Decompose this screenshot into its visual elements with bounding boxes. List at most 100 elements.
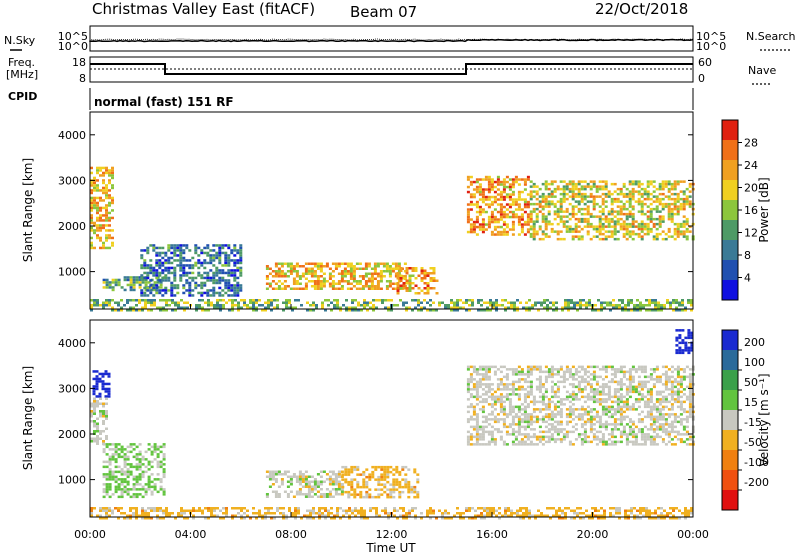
scatter-cell bbox=[544, 380, 548, 384]
scatter-cell bbox=[102, 402, 105, 405]
scatter-cell bbox=[194, 281, 198, 285]
scatter-cell bbox=[583, 430, 587, 434]
scatter-cell bbox=[466, 175, 470, 179]
scatter-cell bbox=[544, 415, 548, 419]
scatter-cell bbox=[271, 483, 275, 486]
scatter-cell bbox=[625, 215, 629, 218]
scatter-cell bbox=[111, 509, 114, 512]
scatter-cell bbox=[218, 251, 222, 255]
scatter-cell bbox=[484, 203, 488, 206]
scatter-cell bbox=[105, 171, 108, 175]
scatter-cell bbox=[646, 182, 650, 186]
scatter-cell bbox=[655, 410, 659, 414]
scatter-cell bbox=[574, 182, 578, 186]
scatter-cell bbox=[289, 265, 293, 268]
scatter-cell bbox=[92, 390, 96, 393]
scatter-cell bbox=[667, 235, 671, 238]
scatter-cell bbox=[520, 198, 524, 201]
scatter-cell bbox=[631, 435, 635, 439]
scatter-cell bbox=[276, 507, 279, 510]
scatter-cell bbox=[182, 269, 186, 272]
scatter-cell bbox=[93, 189, 96, 192]
scatter-cell bbox=[324, 309, 327, 312]
scatter-cell bbox=[631, 368, 635, 371]
scatter-cell bbox=[643, 222, 647, 226]
scatter-cell bbox=[276, 509, 279, 512]
scatter-cell bbox=[484, 415, 488, 419]
scatter-cell bbox=[562, 215, 566, 218]
scatter-cell bbox=[167, 266, 171, 270]
scatter-cell bbox=[490, 438, 494, 441]
scatter-cell bbox=[153, 507, 156, 510]
scatter-cell bbox=[490, 213, 494, 216]
scatter-cell bbox=[182, 284, 186, 287]
scatter-cell bbox=[105, 216, 108, 220]
scatter-cell bbox=[231, 507, 234, 510]
scatter-cell bbox=[690, 344, 694, 347]
scatter-cell bbox=[120, 468, 124, 471]
scatter-cell bbox=[233, 291, 237, 295]
scatter-cell bbox=[218, 279, 222, 282]
scatter-cell bbox=[517, 233, 521, 236]
scatter-cell bbox=[108, 216, 111, 220]
scatter-cell bbox=[601, 435, 605, 439]
scatter-cell bbox=[111, 244, 114, 247]
scatter-cell bbox=[264, 507, 267, 510]
scatter-cell bbox=[240, 509, 243, 512]
scatter-cell bbox=[526, 425, 530, 429]
scatter-cell bbox=[165, 512, 168, 515]
scatter-cell bbox=[387, 517, 390, 520]
scatter-cell bbox=[598, 227, 602, 231]
scatter-cell bbox=[678, 301, 681, 304]
scatter-cell bbox=[675, 309, 678, 312]
scatter-cell bbox=[394, 287, 398, 290]
scatter-cell bbox=[595, 443, 599, 446]
scatter-cell bbox=[505, 383, 509, 386]
scatter-cell bbox=[466, 440, 470, 444]
scatter-cell bbox=[583, 385, 587, 389]
scatter-cell bbox=[516, 299, 519, 302]
scatter-cell bbox=[481, 388, 485, 391]
cpid-panel: CPID normal (fast) 151 RF bbox=[8, 88, 694, 110]
scatter-cell bbox=[99, 402, 102, 405]
scatter-cell bbox=[126, 514, 129, 517]
scatter-cell bbox=[228, 299, 231, 302]
scatter-cell bbox=[649, 443, 653, 446]
scatter-cell bbox=[630, 301, 633, 304]
scatter-cell bbox=[604, 195, 608, 198]
scatter-cell bbox=[517, 405, 521, 409]
scatter-cell bbox=[156, 281, 160, 284]
scatter-cell bbox=[592, 225, 596, 228]
scatter-cell bbox=[595, 393, 599, 396]
scatter-cell bbox=[628, 430, 632, 434]
scatter-cell bbox=[321, 514, 324, 517]
power-scale-label: Power [dB] bbox=[757, 177, 771, 242]
scatter-cell bbox=[592, 378, 596, 381]
scatter-cell bbox=[643, 400, 647, 404]
scatter-cell bbox=[373, 262, 377, 265]
scatter-cell bbox=[535, 435, 539, 439]
scatter-cell bbox=[469, 388, 473, 391]
scatter-cell bbox=[292, 287, 296, 290]
scatter-cell bbox=[322, 280, 326, 283]
scatter-cell bbox=[150, 299, 153, 302]
scatter-cell bbox=[511, 385, 515, 389]
scatter-cell bbox=[383, 483, 387, 486]
scatter-cell bbox=[526, 420, 530, 424]
scatter-cell bbox=[493, 400, 497, 404]
scatter-cell bbox=[640, 380, 644, 384]
scatter-cell bbox=[592, 435, 596, 439]
scatter-cell bbox=[634, 398, 638, 401]
scatter-cell bbox=[595, 430, 599, 434]
scatter-cell bbox=[520, 433, 524, 436]
scatter-cell bbox=[456, 301, 459, 304]
scatter-cell bbox=[619, 413, 623, 416]
scatter-cell bbox=[350, 468, 354, 471]
scatter-cell bbox=[568, 420, 572, 424]
scatter-cell bbox=[90, 507, 93, 510]
scatter-cell bbox=[378, 514, 381, 517]
scatter-cell bbox=[592, 207, 596, 211]
scatter-cell bbox=[535, 197, 539, 201]
scatter-cell bbox=[475, 438, 479, 441]
scatter-cell bbox=[618, 299, 621, 302]
